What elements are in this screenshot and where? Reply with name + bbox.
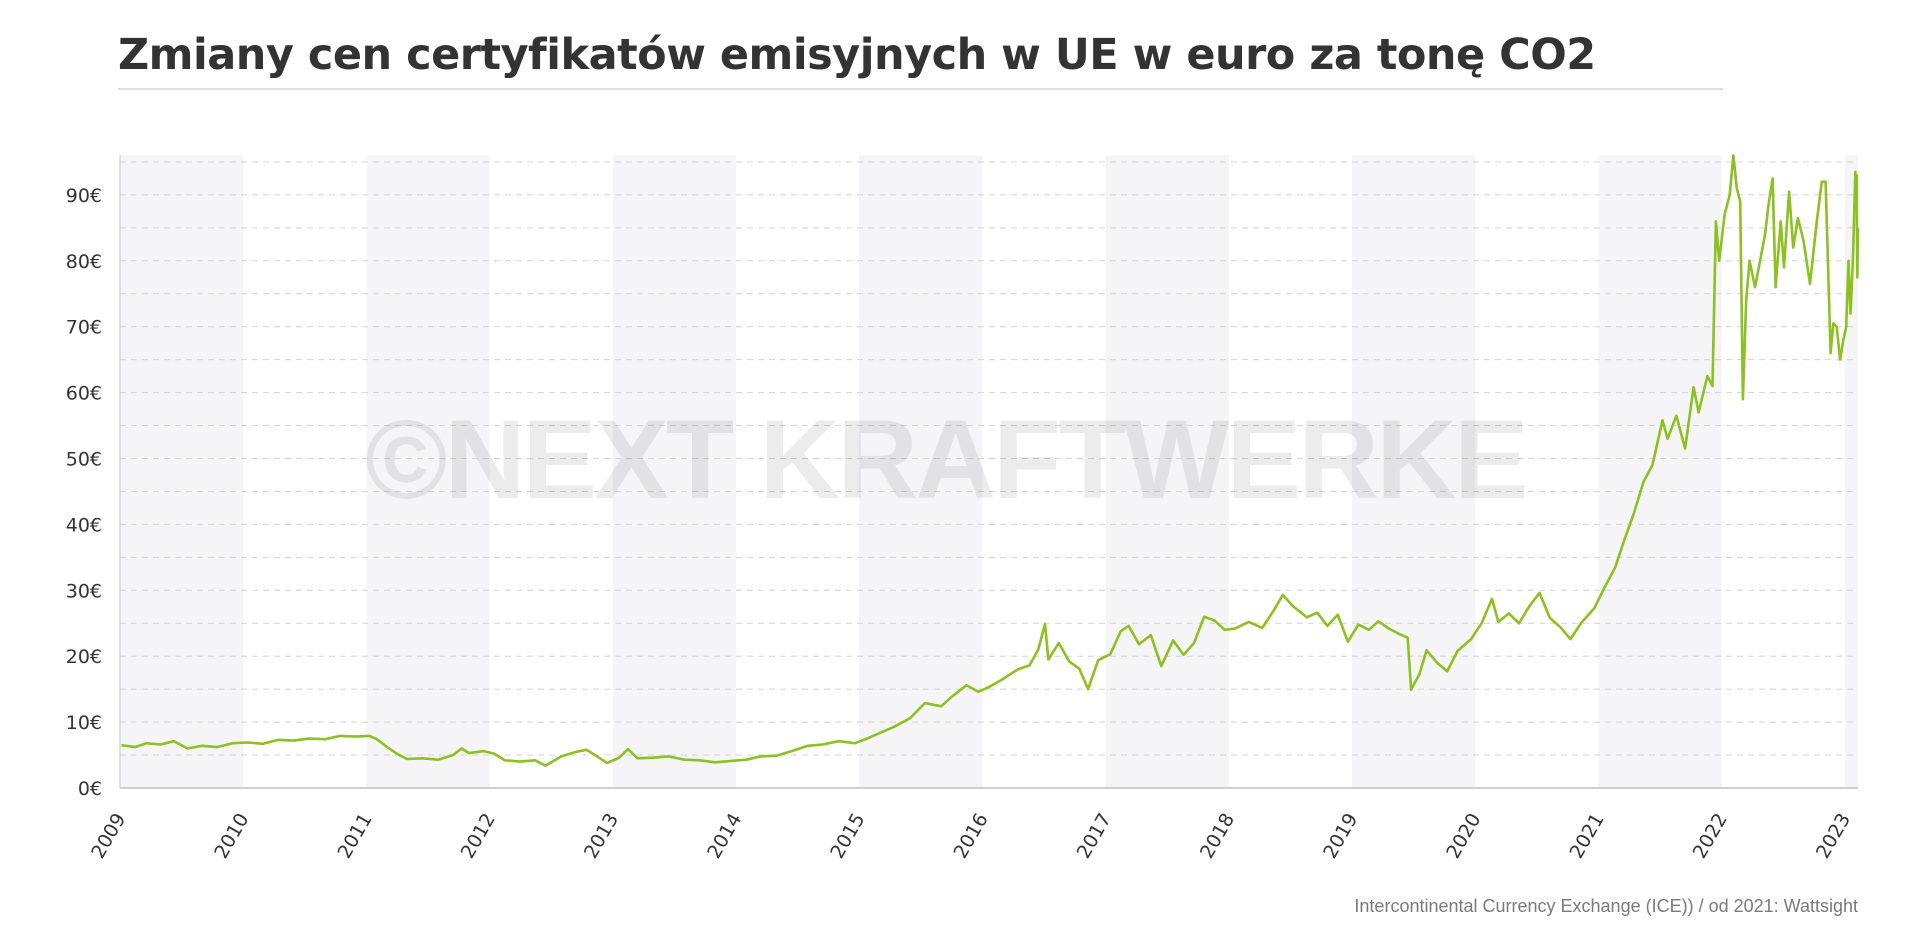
x-tick-label: 2010 bbox=[210, 810, 253, 863]
series-line bbox=[121, 154, 1860, 767]
x-tick-label: 2011 bbox=[333, 810, 376, 863]
watermark-logo: ©NEXT KRAFTWERKE bbox=[365, 397, 1529, 522]
chart-title: Zmiany cen certyfikatów emisyjnych w UE … bbox=[118, 30, 1596, 80]
y-tick-label: 40€ bbox=[66, 514, 102, 536]
x-tick-label: 2020 bbox=[1442, 810, 1485, 863]
x-tick-label: 2017 bbox=[1073, 810, 1116, 863]
x-tick-label: 2021 bbox=[1565, 810, 1608, 863]
y-tick-label: 60€ bbox=[66, 383, 102, 405]
year-band bbox=[1844, 155, 1858, 789]
x-tick-label: 2023 bbox=[1812, 810, 1855, 863]
year-band bbox=[1598, 155, 1722, 789]
x-tick-label: 2018 bbox=[1196, 810, 1239, 863]
y-axis-ticks: 0€ 10€ 20€ 30€ 40€ 50€ 60€ 70€ 80€ 90€ bbox=[66, 185, 102, 800]
x-tick-label: 2022 bbox=[1689, 810, 1732, 863]
y-tick-label: 50€ bbox=[66, 449, 102, 471]
title-divider bbox=[118, 88, 1723, 90]
x-tick-label: 2014 bbox=[703, 810, 746, 863]
y-tick-label: 20€ bbox=[66, 646, 102, 668]
x-tick-label: 2016 bbox=[949, 810, 992, 863]
y-tick-label: 0€ bbox=[78, 778, 102, 800]
y-tick-label: 70€ bbox=[66, 317, 102, 339]
x-tick-label: 2012 bbox=[457, 810, 500, 863]
series-lines bbox=[121, 154, 1860, 767]
y-tick-label: 90€ bbox=[66, 185, 102, 207]
gridlines bbox=[119, 155, 1858, 789]
x-tick-label: 2013 bbox=[580, 810, 623, 863]
x-axis-ticks: 2009 2010 2011 2012 2013 2014 2015 2016 2017 2018… bbox=[87, 810, 1855, 863]
y-tick-label: 30€ bbox=[66, 580, 102, 602]
source-note: Intercontinental Currency Exchange (ICE)… bbox=[1354, 896, 1858, 916]
year-band bbox=[120, 155, 244, 789]
x-tick-label: 2019 bbox=[1319, 810, 1362, 863]
y-tick-label: 10€ bbox=[66, 712, 102, 734]
y-tick-label: 80€ bbox=[66, 251, 102, 273]
x-tick-label: 2015 bbox=[826, 810, 869, 863]
x-tick-label: 2009 bbox=[87, 810, 130, 863]
